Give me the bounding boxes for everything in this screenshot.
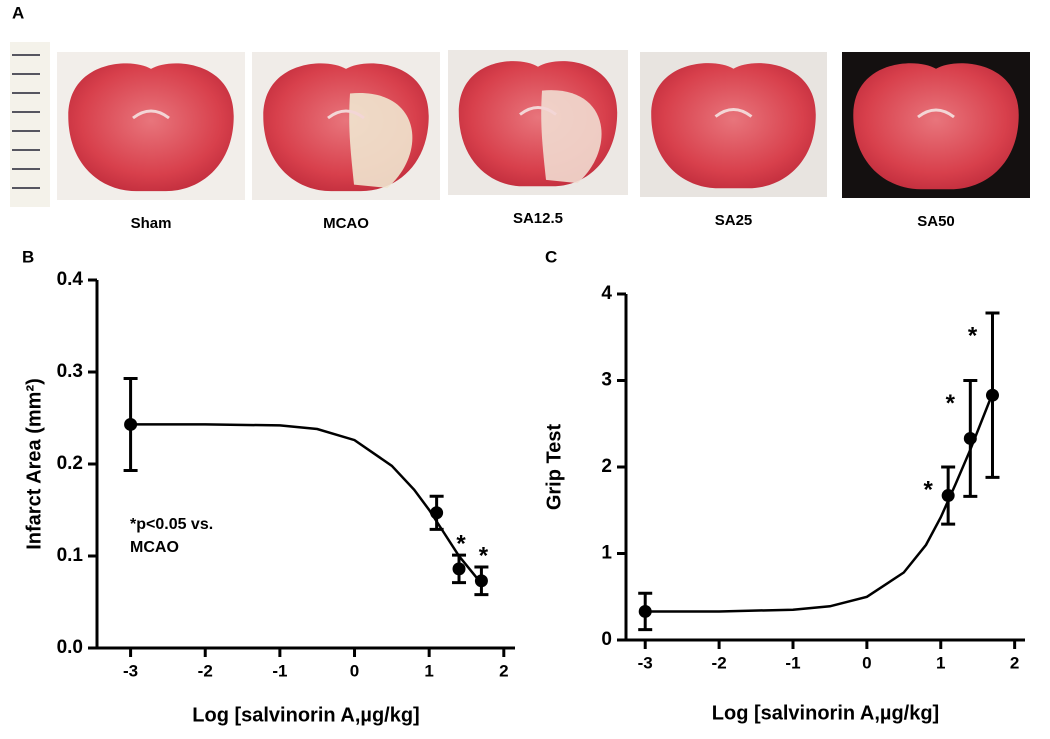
panel-label: A <box>12 3 24 22</box>
panel-label: B <box>22 247 34 266</box>
y-tick-label: 0.1 <box>57 545 84 566</box>
brain-slice <box>68 63 234 192</box>
ventricle <box>519 106 557 116</box>
x-tick-label: 1 <box>424 661 433 680</box>
x-tick-label: -1 <box>272 661 287 680</box>
brain-slice <box>651 63 816 189</box>
significance-mark: * <box>479 542 489 569</box>
x-tick-label: -2 <box>712 653 727 672</box>
data-point <box>985 388 999 402</box>
annotation: MCAO <box>130 539 179 556</box>
y-axis-label: Grip Test <box>543 424 565 511</box>
x-tick-label: 1 <box>936 653 945 672</box>
x-axis-label: Log [salvinorin A,µg/kg] <box>192 704 419 726</box>
y-tick-label: 2 <box>601 456 612 477</box>
data-point <box>474 574 488 588</box>
ruler <box>10 42 50 207</box>
x-tick-label: 0 <box>350 661 359 680</box>
photo-caption: SA25 <box>715 212 753 229</box>
y-tick-label: 1 <box>601 543 612 564</box>
x-axis-label: Log [salvinorin A,µg/kg] <box>712 702 939 724</box>
data-point <box>638 604 652 618</box>
fit-curve <box>130 423 483 585</box>
y-tick-label: 0 <box>601 629 612 650</box>
y-tick-label: 0.4 <box>57 269 84 290</box>
data-point <box>963 431 977 445</box>
y-tick-label: 4 <box>601 283 612 304</box>
y-tick-label: 0.2 <box>57 453 83 474</box>
x-tick-label: -3 <box>638 653 653 672</box>
photo-caption: SA50 <box>917 213 955 230</box>
brain-slice <box>853 63 1019 190</box>
y-axis-label: Infarct Area (mm²) <box>23 378 45 550</box>
photo-row <box>57 50 1030 200</box>
fit-curve <box>645 393 994 613</box>
significance-mark: * <box>923 476 933 503</box>
ventricle <box>917 108 955 119</box>
x-tick-label: 0 <box>862 653 871 672</box>
data-point <box>452 562 466 576</box>
y-tick-label: 3 <box>601 370 612 391</box>
significance-mark: * <box>456 530 466 557</box>
data-point <box>124 417 138 431</box>
x-tick-label: -3 <box>123 661 138 680</box>
ventricle <box>714 108 753 118</box>
data-point <box>430 506 444 520</box>
y-tick-label: 0.3 <box>57 361 83 382</box>
x-tick-label: 2 <box>499 661 508 680</box>
significance-mark: * <box>968 322 978 349</box>
x-tick-label: -1 <box>785 653 800 672</box>
ventricle <box>327 109 365 120</box>
data-point <box>941 489 955 503</box>
ventricle <box>132 109 170 120</box>
photo-caption: MCAO <box>323 215 369 232</box>
significance-mark: * <box>946 390 956 417</box>
x-tick-label: -2 <box>198 661 213 680</box>
y-tick-label: 0.0 <box>57 637 83 658</box>
annotation: *p<0.05 vs. <box>130 516 213 533</box>
panel-label: C <box>545 247 557 266</box>
infarct-region <box>349 92 413 188</box>
x-tick-label: 2 <box>1010 653 1019 672</box>
photo-caption: SA12.5 <box>513 210 563 227</box>
photo-caption: Sham <box>131 215 172 232</box>
